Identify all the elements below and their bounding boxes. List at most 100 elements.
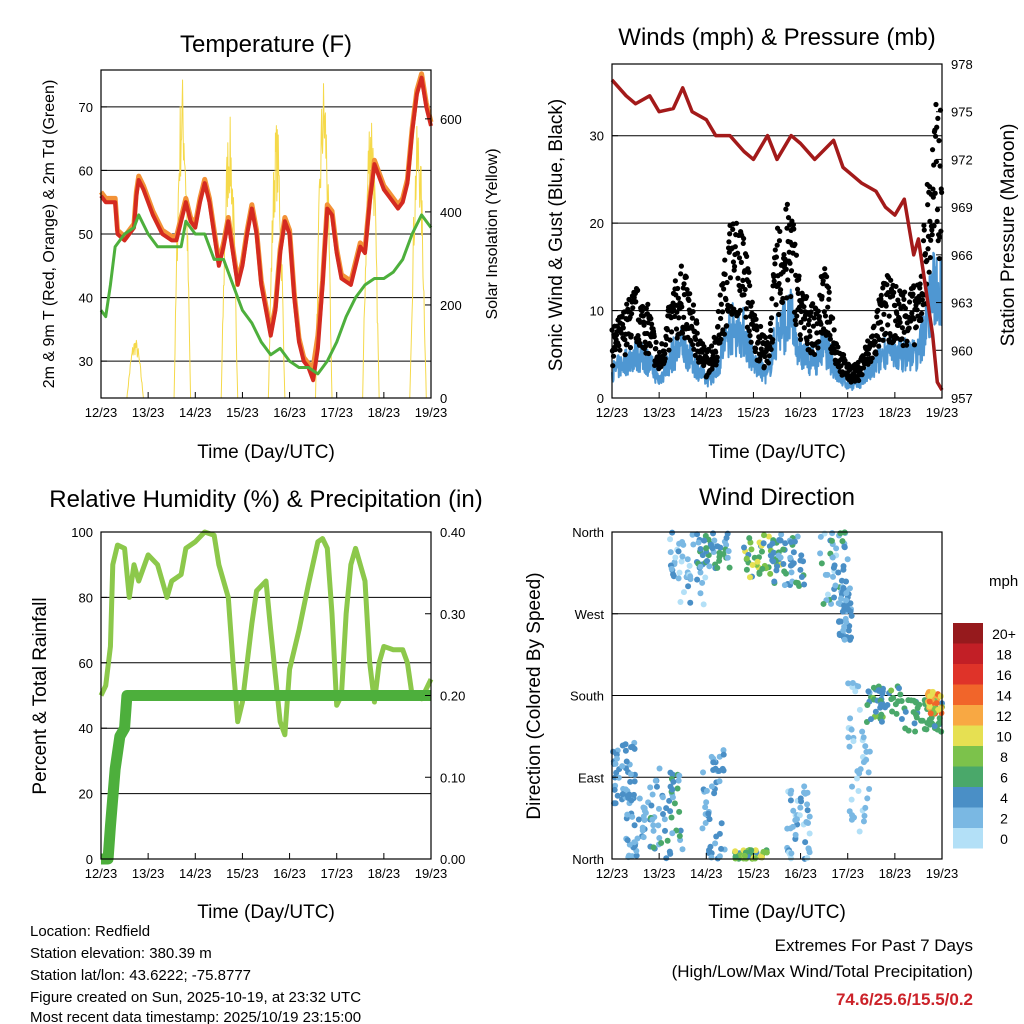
gust-point bbox=[747, 332, 753, 339]
gust-point bbox=[733, 220, 740, 226]
gust-point bbox=[753, 316, 759, 322]
direction-point bbox=[787, 554, 794, 561]
direction-point bbox=[702, 804, 709, 811]
gust-point bbox=[788, 268, 795, 274]
legend-label: 18 bbox=[996, 647, 1012, 663]
gust-point bbox=[790, 222, 797, 228]
direction-point bbox=[689, 531, 696, 538]
direction-point bbox=[856, 770, 863, 777]
direction-point bbox=[852, 688, 859, 695]
legend-label: 10 bbox=[996, 729, 1012, 745]
direction-point bbox=[843, 578, 850, 585]
y-tick-label: 20 bbox=[590, 216, 604, 231]
direction-point bbox=[619, 763, 626, 770]
gust-point bbox=[732, 244, 738, 250]
gust-point bbox=[769, 296, 775, 302]
direction-point bbox=[612, 760, 619, 767]
direction-point bbox=[647, 784, 654, 791]
gust-point bbox=[927, 254, 933, 261]
direction-point bbox=[667, 850, 674, 857]
y-tick-label: 40 bbox=[79, 291, 93, 306]
direction-point bbox=[714, 564, 721, 571]
gust-point bbox=[935, 115, 941, 121]
direction-point bbox=[710, 530, 717, 537]
gust-point bbox=[911, 342, 918, 348]
gust-point bbox=[859, 372, 865, 378]
y2-tick-label: 957 bbox=[951, 391, 973, 406]
gust-point bbox=[689, 315, 695, 321]
gust-point bbox=[883, 303, 889, 309]
direction-point bbox=[648, 802, 655, 809]
gust-point bbox=[810, 301, 816, 307]
gust-point bbox=[784, 295, 790, 301]
gust-point bbox=[934, 207, 941, 213]
temperature-title: Temperature (F) bbox=[180, 31, 352, 58]
gust-point bbox=[693, 336, 699, 343]
direction-point bbox=[798, 573, 805, 580]
direction-point bbox=[937, 705, 944, 712]
gust-point bbox=[818, 321, 824, 327]
gust-point bbox=[744, 253, 750, 259]
direction-point bbox=[650, 827, 657, 834]
direction-point bbox=[650, 822, 657, 829]
direction-point bbox=[855, 787, 862, 794]
gust-point bbox=[717, 292, 723, 298]
x-tick-label: 13/23 bbox=[132, 405, 165, 420]
gust-point bbox=[891, 289, 897, 296]
y-tick-label: 60 bbox=[79, 656, 93, 671]
plot-area bbox=[609, 78, 945, 399]
pressure-ylabel: Station Pressure (Maroon) bbox=[998, 124, 1019, 347]
direction-point bbox=[856, 828, 863, 835]
direction-point bbox=[780, 561, 787, 568]
x-tick-label: 15/23 bbox=[737, 866, 770, 881]
direction-point bbox=[862, 743, 869, 750]
legend-swatch bbox=[953, 766, 983, 787]
direction-point bbox=[680, 589, 687, 596]
y2-tick-label: 0 bbox=[440, 391, 447, 406]
extremes: Extremes For Past 7 Days (High/Low/Max W… bbox=[672, 936, 973, 1009]
gust-point bbox=[919, 310, 925, 317]
y2-tick-label: 200 bbox=[440, 298, 462, 313]
y-tick-label: North bbox=[572, 852, 604, 867]
x-tick-label: 16/23 bbox=[784, 866, 817, 881]
direction-point bbox=[931, 723, 938, 730]
direction-point bbox=[792, 831, 799, 838]
x-tick-label: 14/23 bbox=[179, 405, 212, 420]
gust-point bbox=[730, 259, 737, 265]
legend-swatch bbox=[953, 623, 983, 644]
gust-point bbox=[773, 302, 779, 308]
gust-point bbox=[936, 255, 942, 262]
direction-point bbox=[667, 549, 674, 556]
legend-label: 6 bbox=[1000, 770, 1008, 786]
temperature-panel: Temperature (F) Time (Day/UTC) 2m & 9m T… bbox=[41, 31, 501, 463]
x-tick-label: 19/23 bbox=[926, 866, 959, 881]
gust-point bbox=[927, 218, 933, 224]
wind-direction-ylabel: Direction (Colored By Speed) bbox=[524, 572, 545, 819]
direction-point bbox=[851, 814, 858, 821]
gust-point bbox=[806, 317, 812, 323]
direction-point bbox=[835, 569, 842, 576]
gust-point bbox=[622, 352, 628, 358]
gust-point bbox=[934, 124, 940, 130]
direction-point bbox=[708, 783, 715, 790]
gust-point bbox=[911, 316, 917, 322]
direction-point bbox=[615, 774, 622, 781]
direction-point bbox=[793, 579, 800, 586]
direction-point bbox=[760, 540, 767, 547]
gust-point bbox=[619, 313, 625, 319]
direction-point bbox=[704, 558, 711, 565]
gust-point bbox=[672, 278, 678, 284]
gust-point bbox=[715, 323, 721, 330]
y2-tick-label: 0.30 bbox=[440, 607, 465, 622]
gust-point bbox=[916, 299, 922, 305]
direction-point bbox=[687, 599, 694, 606]
direction-point bbox=[669, 786, 676, 793]
gust-point bbox=[776, 280, 782, 287]
legend-label: 20+ bbox=[992, 626, 1016, 642]
gust-point bbox=[721, 331, 727, 337]
direction-point bbox=[856, 706, 863, 713]
direction-point bbox=[671, 800, 678, 807]
y-tick-label: 60 bbox=[79, 163, 93, 178]
gust-point bbox=[875, 307, 881, 313]
gust-point bbox=[917, 281, 923, 287]
